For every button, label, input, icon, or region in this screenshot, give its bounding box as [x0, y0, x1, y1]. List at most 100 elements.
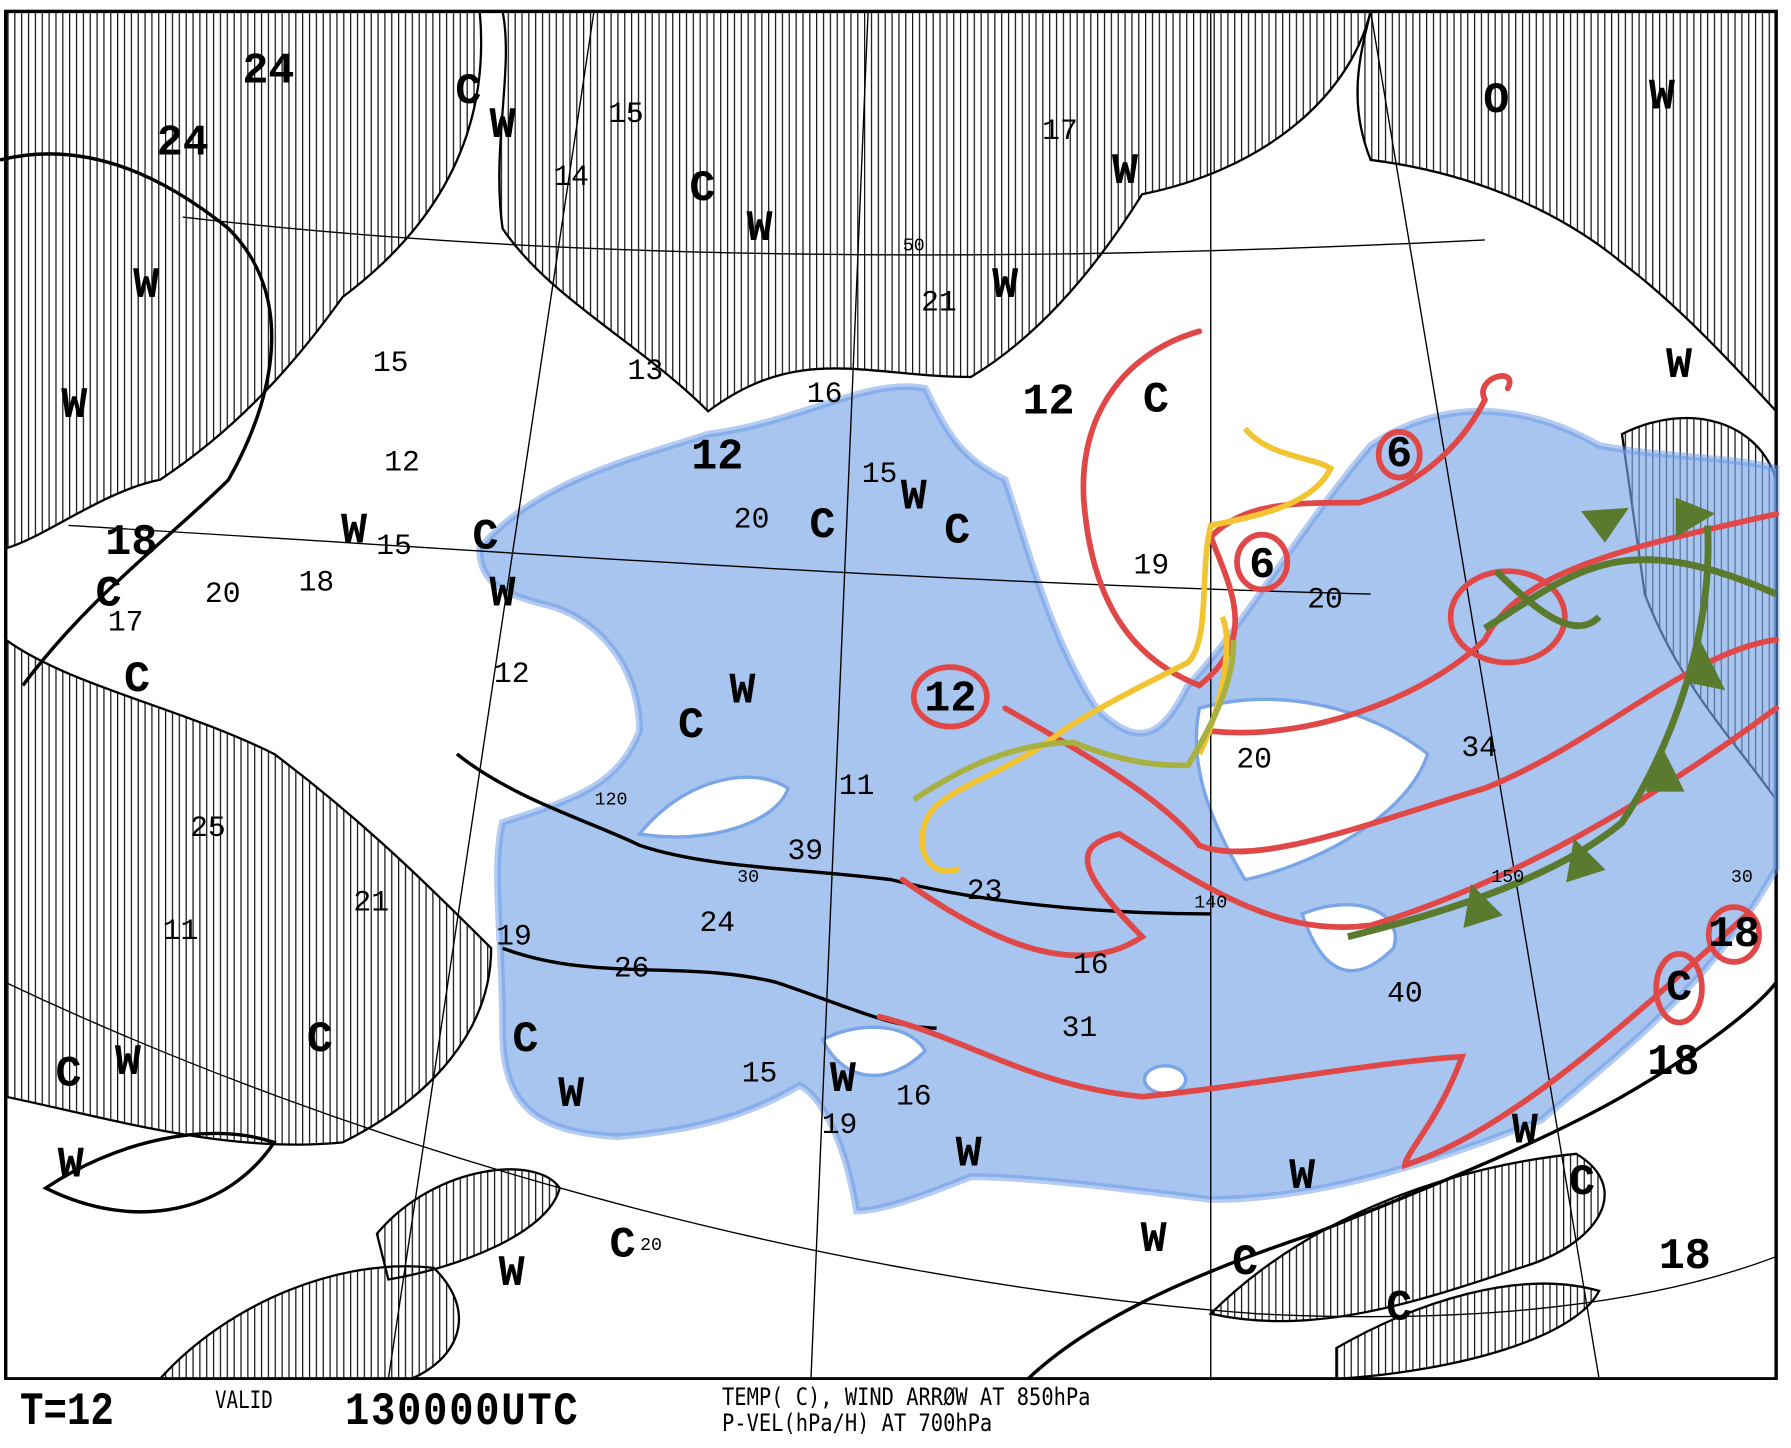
map-description: TEMP( C), WIND ARRØW AT 850hPa P-VEL(hPa/… [722, 1384, 1090, 1436]
temperature-label: 19 [496, 920, 532, 954]
map-label: W [729, 668, 756, 717]
grid-value-label: 30 [737, 868, 759, 888]
temperature-label: 16 [1073, 948, 1109, 982]
temperature-label: 21 [921, 286, 957, 320]
temperature-label: 19 [822, 1108, 858, 1142]
map-label: 6 [1386, 431, 1412, 480]
red-analysis-contours [876, 328, 1780, 1170]
map-label: 6 [1249, 542, 1275, 591]
temperature-label: 16 [896, 1080, 932, 1114]
temperature-label: 17 [1042, 114, 1078, 148]
temperature-label: 19 [1134, 548, 1170, 582]
map-label: 12 [691, 433, 743, 482]
temperature-label: 12 [494, 657, 530, 691]
map-label: W [58, 1142, 85, 1191]
map-label: W [1112, 148, 1139, 197]
temperature-label: 17 [108, 605, 144, 639]
temperature-label: 13 [628, 354, 664, 388]
temperature-label: 14 [553, 160, 589, 194]
map-label: C [455, 68, 481, 117]
map-label: O [1483, 77, 1509, 126]
grid-value-label: 50 [903, 236, 925, 256]
map-label: W [992, 262, 1019, 311]
temperature-label: 20 [1307, 583, 1343, 617]
description-line-2: P-VEL(hPa/H) AT 700hPa [722, 1409, 993, 1437]
temperature-label: 39 [787, 834, 823, 868]
map-label: 18 [1647, 1039, 1699, 1088]
temperature-label: 12 [384, 446, 420, 480]
temperature-label: 15 [862, 457, 898, 491]
map-label: W [747, 205, 774, 254]
grid-value-label: 150 [1491, 868, 1524, 888]
temperature-label: 26 [614, 952, 650, 986]
temperature-label: 34 [1461, 731, 1497, 765]
white-holes [636, 697, 1430, 1095]
map-label: W [61, 382, 88, 431]
map-label: W [830, 1056, 857, 1105]
map-label: C [512, 1016, 538, 1065]
temperature-label: 15 [742, 1057, 778, 1091]
map-label: W [341, 508, 368, 557]
cold-front [1346, 497, 1778, 941]
temperature-label: 20 [205, 577, 241, 611]
map-label: C [689, 165, 715, 214]
map-label: W [490, 102, 517, 151]
map-label: W [558, 1071, 585, 1120]
map-label: W [499, 1250, 526, 1299]
map-label: W [956, 1130, 983, 1179]
map-label: C [1386, 1284, 1412, 1333]
map-label: C [678, 702, 704, 751]
map-label: 24 [242, 47, 294, 96]
valid-time: 130000UTC [345, 1386, 580, 1438]
map-label: W [115, 1039, 142, 1088]
temperature-label: 23 [967, 874, 1003, 908]
temperature-label: 20 [1236, 743, 1272, 777]
forecast-hour: T=12 [20, 1386, 114, 1438]
map-label: C [95, 571, 121, 620]
map-label: 12 [1023, 379, 1075, 428]
map-footer: T=12 VALID 130000UTC TEMP( C), WIND ARRØ… [0, 1380, 1791, 1448]
map-label: C [307, 1016, 333, 1065]
grid-value-label: 20 [640, 1236, 662, 1256]
map-label: W [1141, 1216, 1168, 1265]
temperature-label: 15 [608, 97, 644, 131]
ascent-areas [476, 383, 1780, 1215]
temperature-label: 21 [353, 885, 389, 919]
map-small-labels: 15 14 17 21 15 13 16 12 15 18 20 17 12 25 21 11 19 26 24 39… [108, 97, 1497, 1142]
map-label: C [1232, 1239, 1258, 1288]
grid-lines [5, 11, 1777, 1379]
grid-value-label: 30 [1731, 868, 1753, 888]
temperature-label: 25 [190, 811, 226, 845]
map-label: W [1649, 74, 1676, 123]
temperature-label: 24 [699, 906, 735, 940]
temperature-label: 15 [373, 346, 409, 380]
description-line-1: TEMP( C), WIND ARRØW AT 850hPa [722, 1383, 1091, 1411]
moist-axis-olive [912, 639, 1237, 803]
temperature-label: 11 [839, 769, 875, 803]
grid-value-label: 140 [1194, 893, 1227, 913]
map-label: W [133, 262, 160, 311]
temperature-label: 15 [376, 529, 412, 563]
map-label: W [901, 473, 928, 522]
temperature-label: 20 [734, 503, 770, 537]
map-label: 18 [105, 519, 157, 568]
map-grid-labels: 50 120 30 140 150 30 20 [595, 236, 1753, 1256]
temperature-label: 11 [163, 914, 199, 948]
valid-label: VALID [215, 1386, 273, 1414]
map-label: C [1666, 965, 1692, 1014]
map-label: C [1143, 376, 1169, 425]
map-label: C [1569, 1159, 1595, 1208]
map-label: W [1512, 1107, 1539, 1156]
map-label: W [1666, 342, 1693, 391]
map-label: C [944, 508, 970, 557]
map-label: 12 [924, 676, 976, 725]
temperature-label: 31 [1062, 1011, 1098, 1045]
map-label: 18 [1659, 1233, 1711, 1282]
map-label: 24 [157, 119, 209, 168]
temperature-label: 40 [1387, 977, 1423, 1011]
map-label: C [56, 1050, 82, 1099]
map-label: C [809, 502, 835, 551]
grid-value-label: 120 [595, 790, 628, 810]
